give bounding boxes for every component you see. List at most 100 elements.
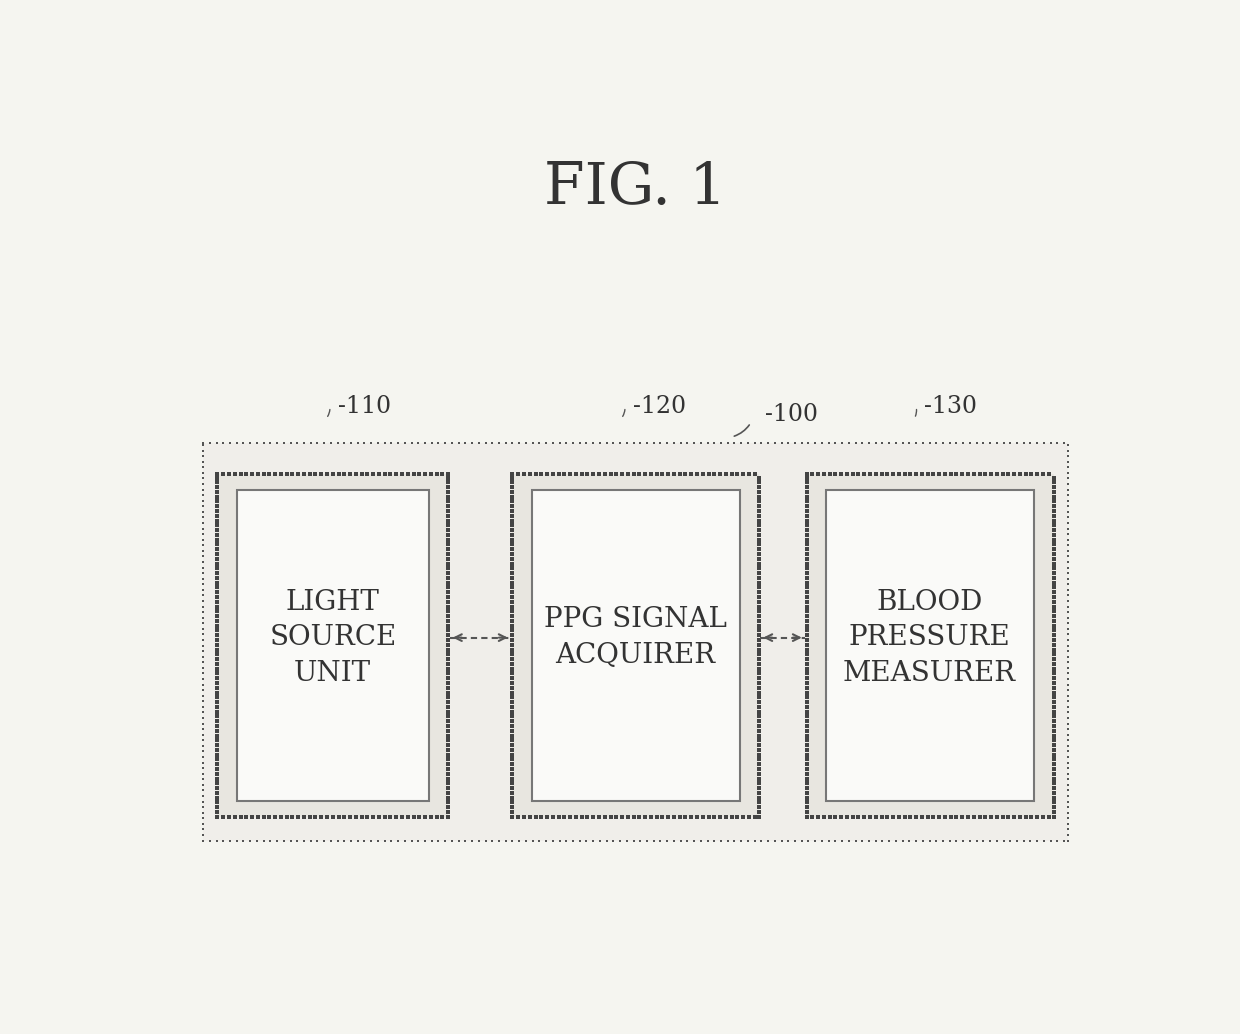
Point [831, 466, 851, 483]
Point [577, 434, 596, 451]
Point [739, 466, 759, 483]
Point [277, 466, 296, 483]
Point [207, 747, 227, 763]
Point [987, 434, 1007, 451]
Point [749, 479, 769, 495]
Point [193, 782, 213, 798]
Point [438, 665, 458, 681]
Point [438, 493, 458, 510]
Point [207, 761, 227, 778]
Point [987, 832, 1007, 849]
Point [213, 466, 233, 483]
Point [207, 608, 227, 625]
Point [796, 785, 816, 801]
Point [987, 466, 1007, 483]
Point [438, 603, 458, 619]
Point [327, 434, 347, 451]
Point [843, 466, 863, 483]
Point [193, 481, 213, 497]
Point [207, 656, 227, 672]
Point [370, 466, 389, 483]
Point [308, 434, 327, 451]
Point [1044, 575, 1064, 591]
Point [1058, 799, 1078, 816]
Point [1044, 803, 1064, 820]
Point [1044, 531, 1064, 548]
Point [808, 466, 828, 483]
Point [438, 689, 458, 705]
Point [749, 675, 769, 692]
Point [1058, 448, 1078, 464]
Point [1033, 466, 1053, 483]
Point [749, 541, 769, 557]
Point [805, 434, 825, 451]
Point [812, 434, 832, 451]
Point [1054, 832, 1074, 849]
Point [207, 727, 227, 743]
Point [193, 492, 213, 509]
Point [799, 832, 818, 849]
Point [929, 466, 949, 483]
Point [280, 434, 300, 451]
Point [502, 656, 522, 672]
Point [1058, 592, 1078, 609]
Point [340, 466, 360, 483]
Point [193, 755, 213, 771]
Point [1044, 550, 1064, 567]
Point [861, 466, 880, 483]
Point [301, 832, 321, 849]
Point [207, 689, 227, 705]
Point [438, 765, 458, 782]
Point [749, 584, 769, 601]
Point [785, 434, 805, 451]
Point [796, 488, 816, 505]
Point [1044, 761, 1064, 778]
Point [438, 588, 458, 605]
Point [711, 809, 730, 825]
Point [438, 699, 458, 716]
Point [1044, 565, 1064, 581]
Point [438, 732, 458, 749]
Point [438, 488, 458, 505]
Point [502, 537, 522, 553]
Point [698, 466, 718, 483]
Point [193, 434, 213, 451]
Point [438, 579, 458, 596]
Point [1058, 492, 1078, 509]
Point [1034, 434, 1054, 451]
Point [207, 737, 227, 754]
Point [676, 809, 696, 825]
Point [502, 627, 522, 643]
Point [537, 809, 557, 825]
Point [749, 560, 769, 577]
Point [749, 776, 769, 792]
Point [749, 741, 769, 758]
Point [526, 466, 546, 483]
Point [883, 466, 903, 483]
Point [502, 761, 522, 778]
Point [693, 466, 713, 483]
Point [796, 780, 816, 796]
Point [796, 809, 816, 825]
Point [889, 466, 909, 483]
Point [1033, 809, 1053, 825]
Point [207, 537, 227, 553]
Point [796, 765, 816, 782]
Point [808, 809, 828, 825]
Point [796, 670, 816, 687]
Point [502, 522, 522, 539]
Point [1044, 789, 1064, 805]
Point [796, 770, 816, 787]
Point [438, 594, 458, 610]
Point [711, 832, 730, 849]
Point [796, 718, 816, 734]
Point [415, 434, 435, 451]
Point [792, 434, 812, 451]
Point [749, 498, 769, 515]
Point [758, 832, 777, 849]
Point [438, 751, 458, 767]
Point [394, 434, 414, 451]
Point [346, 466, 366, 483]
Point [357, 466, 377, 483]
Point [438, 612, 458, 629]
